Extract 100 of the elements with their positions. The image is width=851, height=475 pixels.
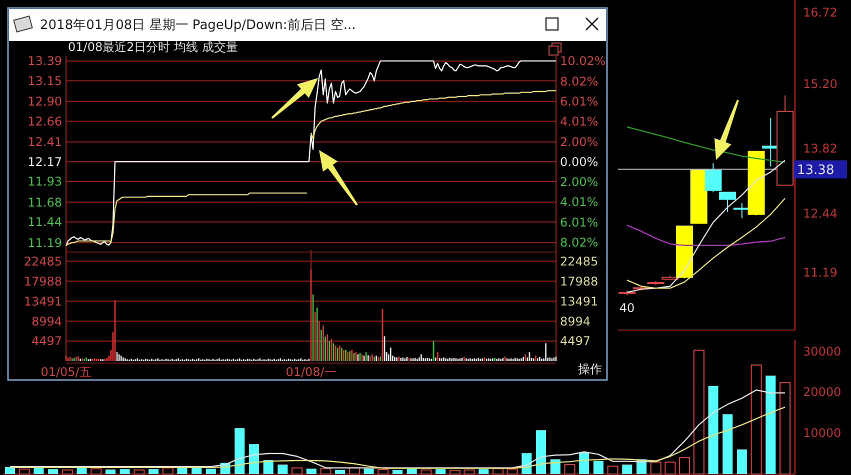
- y-tick-label: 17988: [24, 274, 62, 288]
- bar: [750, 364, 762, 474]
- bar: [679, 457, 690, 474]
- annotation: 40: [619, 301, 635, 315]
- bar: [192, 468, 202, 474]
- x-tick-label: 01/08/一: [286, 365, 336, 379]
- bar: [436, 469, 446, 474]
- y2-tick-label: 2.00%: [560, 134, 598, 149]
- y-tick-label: 15.20: [803, 76, 838, 91]
- line-series: [626, 126, 786, 163]
- bar: [420, 469, 432, 474]
- y2-tick-label: 0.00%: [560, 154, 598, 169]
- bar: [736, 449, 747, 474]
- bar: [722, 414, 733, 474]
- y2-tick-label: 4.01%: [560, 114, 598, 129]
- bar: [364, 468, 374, 474]
- bar: [278, 464, 288, 474]
- bar: [335, 470, 346, 474]
- bar: [550, 459, 560, 474]
- bar: [5, 467, 15, 474]
- bar: [464, 469, 475, 474]
- y-tick-label: 11.68: [28, 195, 62, 210]
- y2-tick-label: 22485: [560, 254, 598, 268]
- y2-tick-label: 4497: [560, 334, 591, 348]
- annotation: 操作: [578, 362, 602, 376]
- y2-tick-label: 13491: [560, 294, 598, 308]
- y2-tick-label: 8.02%: [560, 235, 598, 250]
- bar: [650, 462, 662, 474]
- bar: [392, 470, 402, 474]
- chart-title: 2018年01月08日 星期一 PageUp/Down:前后日 空...: [40, 18, 356, 33]
- y-tick-label: 4497: [31, 334, 62, 348]
- bar: [120, 469, 130, 474]
- line-series: [626, 198, 786, 289]
- y2-tick-label: 8994: [560, 314, 591, 328]
- y2-tick-label: 4.01%: [560, 195, 598, 210]
- y-tick-label: 16.72: [803, 5, 838, 20]
- chart-subtitle: 01/08最近2日分时 均线 成交量: [68, 40, 238, 54]
- bar: [292, 467, 303, 474]
- y-tick-label: 8994: [31, 314, 62, 328]
- y-tick-label: 12.41: [28, 135, 62, 150]
- bar: [693, 350, 704, 474]
- y-tick-label: 30000: [803, 344, 842, 358]
- bar: [320, 468, 332, 474]
- y-tick-label: 13.82: [803, 142, 838, 156]
- bar: [536, 430, 546, 474]
- y2-tick-label: 2.00%: [560, 174, 598, 189]
- bar: [478, 469, 489, 474]
- bar: [579, 452, 590, 474]
- bar: [406, 468, 417, 474]
- y2-tick-label: 10.02%: [560, 54, 606, 68]
- bar: [593, 460, 604, 474]
- bar: [449, 470, 460, 474]
- candlestick: [762, 117, 780, 167]
- y-tick-label: 13.15: [28, 74, 62, 88]
- y2-tick-label: 6.01%: [560, 215, 598, 230]
- bar: [780, 382, 790, 474]
- y2-tick-label: 17988: [560, 274, 598, 288]
- line-series: [626, 160, 786, 293]
- bar: [708, 386, 718, 474]
- y-tick-label: 12.44: [803, 206, 838, 221]
- line-series: [9, 406, 786, 469]
- bar: [234, 428, 245, 474]
- bar: [622, 464, 632, 474]
- bar: [34, 468, 44, 474]
- bar: [766, 376, 776, 474]
- y2-tick-label: 6.01%: [560, 94, 598, 109]
- bar: [564, 464, 576, 474]
- bar: [206, 468, 216, 474]
- bar: [607, 466, 618, 474]
- bar: [62, 469, 73, 474]
- bar: [248, 444, 259, 474]
- y-tick-label: 20000: [803, 385, 842, 400]
- x-tick-label: 01/05/五: [40, 365, 92, 379]
- ref-line-label: 13.38: [797, 163, 834, 178]
- bar: [134, 469, 145, 474]
- line-series: [626, 224, 786, 246]
- y-tick-label: 12.17: [28, 154, 62, 169]
- bar: [105, 469, 116, 474]
- y-tick-label: 13491: [24, 294, 62, 308]
- bar: [148, 469, 159, 474]
- bar: [162, 467, 174, 474]
- bar: [378, 468, 389, 474]
- bar: [48, 469, 58, 474]
- y-tick-label: 12.66: [28, 114, 62, 128]
- y-tick-label: 22485: [24, 254, 62, 268]
- bar: [263, 460, 274, 474]
- y2-tick-label: 8.02%: [560, 74, 598, 88]
- y-tick-label: 10000: [803, 426, 842, 440]
- y-tick-label: 11.19: [803, 265, 838, 280]
- y-tick-label: 11.19: [28, 236, 62, 250]
- bar: [306, 468, 316, 474]
- y-tick-label: 11.44: [28, 215, 62, 230]
- bar: [90, 468, 102, 474]
- bar: [664, 462, 676, 474]
- bar: [18, 468, 30, 474]
- line-series: [65, 60, 557, 246]
- bar: [506, 468, 518, 474]
- y-tick-label: 12.90: [28, 94, 62, 109]
- y-tick-label: 11.93: [28, 174, 62, 189]
- y-tick-label: 13.39: [28, 54, 62, 68]
